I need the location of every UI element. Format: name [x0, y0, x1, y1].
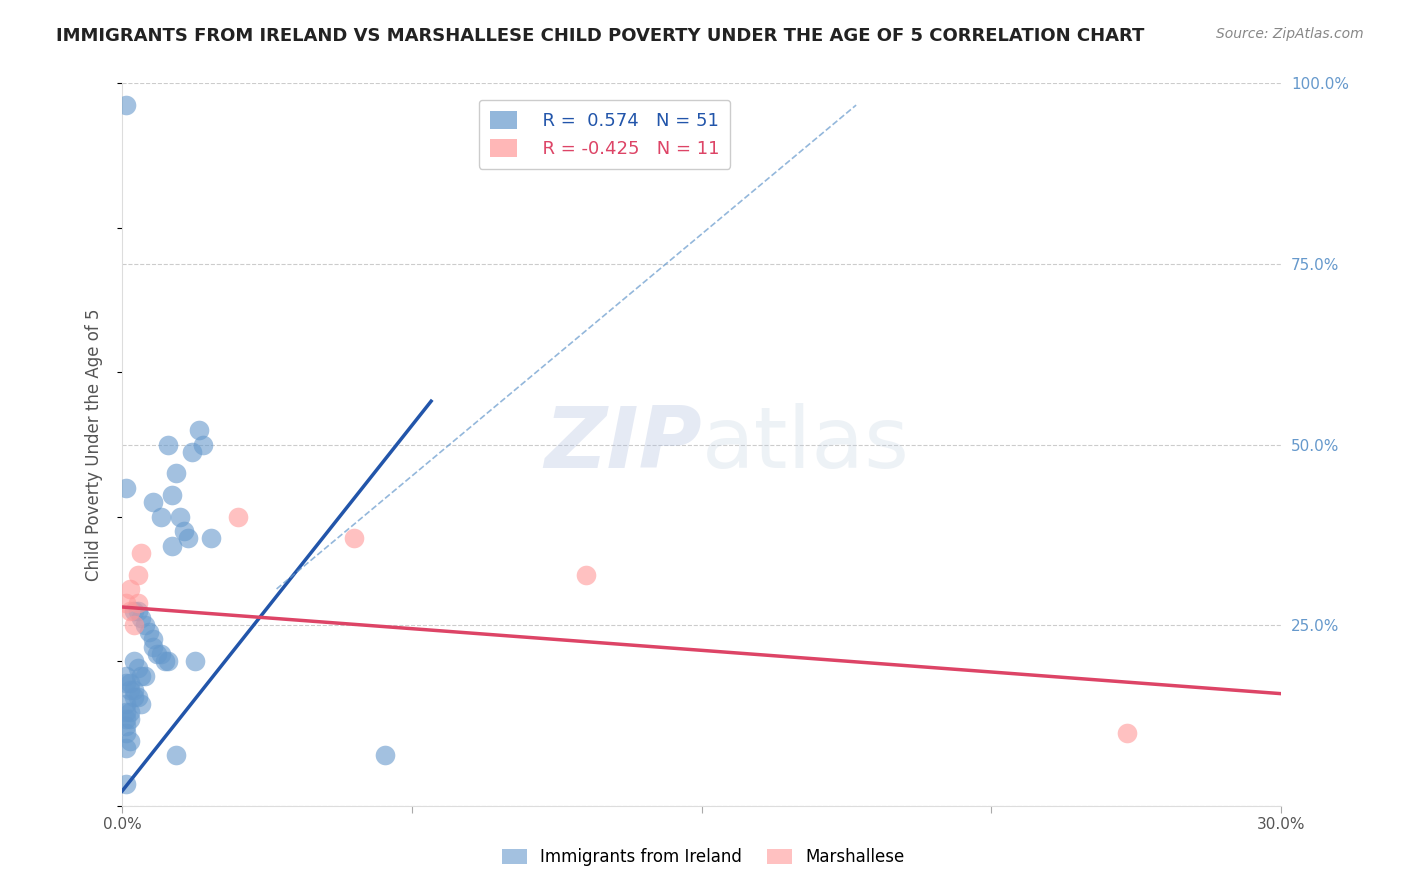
Point — [200, 532, 222, 546]
Point — [115, 740, 138, 755]
Point — [127, 604, 149, 618]
Point — [115, 705, 138, 719]
Point — [142, 495, 165, 509]
Point — [1115, 726, 1137, 740]
Point — [193, 437, 215, 451]
Point — [118, 705, 141, 719]
Point — [127, 596, 149, 610]
Point — [343, 532, 366, 546]
Point — [575, 567, 598, 582]
Point — [149, 509, 172, 524]
Point — [118, 712, 141, 726]
Point — [131, 546, 153, 560]
Point — [157, 437, 180, 451]
Point — [127, 661, 149, 675]
Legend: Immigrants from Ireland, Marshallese: Immigrants from Ireland, Marshallese — [494, 840, 912, 875]
Point — [131, 668, 153, 682]
Point — [184, 654, 207, 668]
Point — [115, 719, 138, 733]
Point — [173, 524, 195, 538]
Point — [138, 625, 160, 640]
Point — [162, 488, 184, 502]
Point — [127, 690, 149, 705]
Text: Source: ZipAtlas.com: Source: ZipAtlas.com — [1216, 27, 1364, 41]
Point — [149, 647, 172, 661]
Point — [188, 423, 211, 437]
Point — [115, 676, 138, 690]
Y-axis label: Child Poverty Under the Age of 5: Child Poverty Under the Age of 5 — [86, 309, 103, 581]
Point — [122, 604, 145, 618]
Point — [115, 481, 138, 495]
Point — [146, 647, 169, 661]
Point — [169, 509, 191, 524]
Point — [142, 632, 165, 647]
Point — [122, 690, 145, 705]
Point — [115, 596, 138, 610]
Point — [118, 676, 141, 690]
Point — [162, 539, 184, 553]
Point — [142, 640, 165, 654]
Point — [115, 668, 138, 682]
Point — [153, 654, 176, 668]
Point — [115, 712, 138, 726]
Point — [165, 747, 187, 762]
Point — [131, 698, 153, 712]
Point — [122, 654, 145, 668]
Text: atlas: atlas — [702, 403, 910, 486]
Point — [115, 777, 138, 791]
Point — [118, 582, 141, 596]
Legend:   R =  0.574   N = 51,   R = -0.425   N = 11: R = 0.574 N = 51, R = -0.425 N = 11 — [479, 100, 731, 169]
Point — [226, 509, 249, 524]
Point — [118, 683, 141, 698]
Point — [165, 467, 187, 481]
Point — [180, 444, 202, 458]
Point — [131, 611, 153, 625]
Point — [374, 747, 396, 762]
Point — [122, 683, 145, 698]
Point — [134, 618, 156, 632]
Point — [118, 733, 141, 747]
Point — [177, 532, 200, 546]
Point — [118, 604, 141, 618]
Point — [127, 567, 149, 582]
Text: ZIP: ZIP — [544, 403, 702, 486]
Point — [134, 668, 156, 682]
Point — [157, 654, 180, 668]
Point — [115, 726, 138, 740]
Text: IMMIGRANTS FROM IRELAND VS MARSHALLESE CHILD POVERTY UNDER THE AGE OF 5 CORRELAT: IMMIGRANTS FROM IRELAND VS MARSHALLESE C… — [56, 27, 1144, 45]
Point — [115, 98, 138, 112]
Point — [115, 698, 138, 712]
Point — [122, 618, 145, 632]
